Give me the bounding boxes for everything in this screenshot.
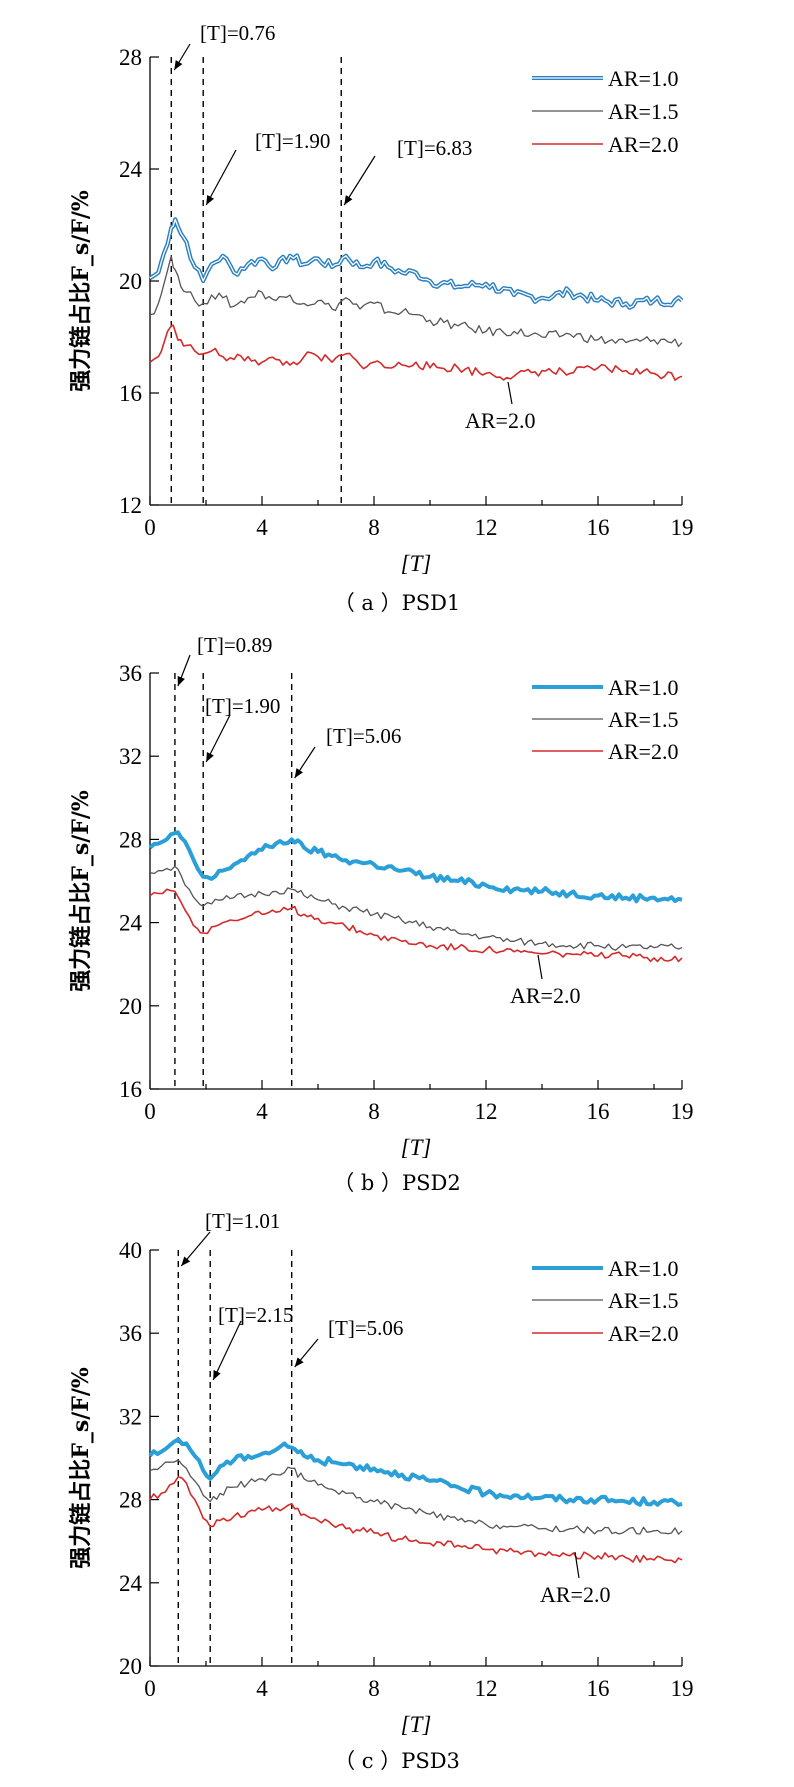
y-tick-label: 20 — [119, 1654, 142, 1679]
legend-label: AR=1.5 — [608, 1288, 678, 1313]
y-axis-title: 强力链占比F_s/F/% — [68, 1367, 94, 1569]
x-tick-label: 16 — [587, 1099, 610, 1124]
y-tick-label: 36 — [119, 1321, 142, 1346]
x-tick-label: 4 — [256, 1099, 268, 1124]
series-annotation-leader — [574, 1551, 580, 1579]
legend-label: AR=1.0 — [608, 675, 678, 700]
vline-label: [T]=0.76 — [200, 21, 275, 45]
x-tick-label: 4 — [256, 515, 268, 540]
series-line-ar-1-0 — [148, 830, 683, 904]
x-axis-title: [T] — [401, 551, 432, 576]
vline-arrowhead — [206, 195, 215, 205]
vline-arrowhead — [294, 768, 303, 778]
x-tick-label: 0 — [144, 1676, 156, 1701]
x-axis-title: [T] — [401, 1712, 432, 1737]
legend-label: AR=1.0 — [608, 1256, 678, 1281]
x-tick-label: 16 — [587, 515, 610, 540]
legend-label: AR=1.5 — [608, 99, 678, 124]
series-annotation: AR=2.0 — [465, 408, 535, 433]
series-annotation-leader — [537, 954, 543, 980]
legend-label: AR=2.0 — [608, 132, 678, 157]
vline-arrowhead — [206, 752, 214, 762]
y-tick-label: 20 — [119, 269, 142, 294]
vline-label: [T]=2.15 — [218, 1303, 293, 1327]
chart-panel-c: 20 24 28 32 36 40 0 4 8 12 16 19 [T] 强力链占比F_s/F/% [T]=… — [68, 1209, 694, 1773]
x-tick-label: 0 — [144, 515, 156, 540]
y-tick-label: 32 — [119, 1404, 142, 1429]
chart-caption: （ b ）PSD2 — [333, 1171, 461, 1195]
series-line-ar-1-0-inner — [149, 218, 683, 309]
series-line-ar-2-0 — [149, 324, 683, 381]
series-annotation: AR=2.0 — [510, 983, 580, 1008]
y-tick-label: 16 — [119, 1077, 142, 1102]
series-line-ar-2-0 — [149, 888, 683, 963]
y-tick-label: 24 — [119, 157, 143, 182]
legend-label: AR=2.0 — [608, 1321, 678, 1346]
legend-label: AR=2.0 — [608, 739, 678, 764]
legend-label: AR=1.5 — [608, 707, 678, 732]
vline-arrowhead — [213, 1370, 221, 1380]
y-tick-label: 12 — [119, 493, 142, 518]
chart-caption: （ a ）PSD1 — [334, 591, 461, 615]
x-tick-label: 8 — [368, 515, 380, 540]
x-tick-label: 12 — [475, 1099, 498, 1124]
vline-arrowhead — [177, 676, 185, 686]
y-tick-label: 28 — [119, 45, 142, 70]
series-line-ar-2-0 — [149, 1475, 683, 1564]
chart-panel-a: 12 16 20 24 28 0 4 8 12 16 19 [T] 强力链占比F_s/F/% [T]=0.… — [68, 21, 694, 615]
y-tick-label: 28 — [119, 1488, 142, 1513]
x-tick-label: 12 — [475, 1676, 498, 1701]
y-tick-label: 36 — [119, 661, 142, 686]
series-line-ar-1-0 — [148, 1437, 683, 1507]
chart-panel-b: 16 20 24 28 32 36 0 4 8 12 16 19 [T] 强力链占比F_s/F/% [T]=… — [68, 633, 694, 1195]
y-tick-label: 40 — [119, 1238, 142, 1263]
x-tick-label: 19 — [671, 1676, 694, 1701]
vline-label: [T]=5.06 — [328, 1316, 403, 1340]
series-annotation: AR=2.0 — [540, 1582, 610, 1607]
vline-label: [T]=1.90 — [205, 694, 280, 718]
vline-arrowhead — [294, 1357, 304, 1367]
x-tick-label: 19 — [671, 1099, 694, 1124]
vline-label: [T]=1.01 — [205, 1209, 280, 1233]
x-tick-label: 19 — [671, 515, 694, 540]
series-annotation-leader — [507, 381, 513, 405]
y-tick-label: 32 — [119, 744, 142, 769]
y-tick-label: 16 — [119, 381, 142, 406]
x-axis-title: [T] — [401, 1135, 432, 1160]
x-tick-label: 12 — [475, 515, 498, 540]
y-tick-label: 28 — [119, 827, 142, 852]
series-line-ar-1-5 — [149, 865, 683, 951]
legend-label: AR=1.0 — [608, 66, 678, 91]
x-tick-label: 8 — [368, 1099, 380, 1124]
vline-arrow — [343, 155, 376, 206]
series-line-ar-1-5 — [149, 1459, 683, 1535]
vline-label: [T]=5.06 — [326, 724, 401, 748]
vline-arrowhead — [344, 195, 353, 205]
y-tick-label: 24 — [119, 911, 143, 936]
x-tick-label: 4 — [256, 1676, 268, 1701]
y-tick-label: 20 — [119, 994, 142, 1019]
y-tick-label: 24 — [119, 1571, 143, 1596]
vline-label: [T]=0.89 — [197, 633, 272, 657]
x-tick-label: 16 — [587, 1676, 610, 1701]
vline-arrow — [212, 1320, 242, 1381]
chart-caption: （ c ）PSD3 — [334, 1749, 460, 1773]
x-tick-label: 8 — [368, 1676, 380, 1701]
y-axis-title: 强力链占比F_s/F/% — [68, 190, 94, 392]
vline-arrow — [205, 149, 237, 206]
x-tick-label: 0 — [144, 1099, 156, 1124]
series-line-ar-1-5 — [149, 255, 683, 348]
y-axis-title: 强力链占比F_s/F/% — [68, 790, 94, 992]
vline-label: [T]=1.90 — [255, 129, 330, 153]
vline-arrowhead — [174, 60, 183, 70]
vline-arrowhead — [181, 1256, 191, 1266]
vline-label: [T]=6.83 — [397, 136, 472, 160]
